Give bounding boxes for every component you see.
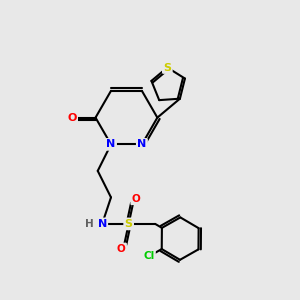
Text: H: H (85, 219, 94, 229)
Text: N: N (106, 140, 116, 149)
Text: N: N (137, 140, 146, 149)
Text: O: O (67, 112, 77, 123)
Text: S: S (163, 62, 171, 73)
Text: O: O (132, 194, 140, 204)
Text: S: S (125, 219, 133, 229)
Text: O: O (117, 244, 126, 254)
Text: N: N (98, 219, 107, 229)
Text: Cl: Cl (143, 251, 155, 261)
